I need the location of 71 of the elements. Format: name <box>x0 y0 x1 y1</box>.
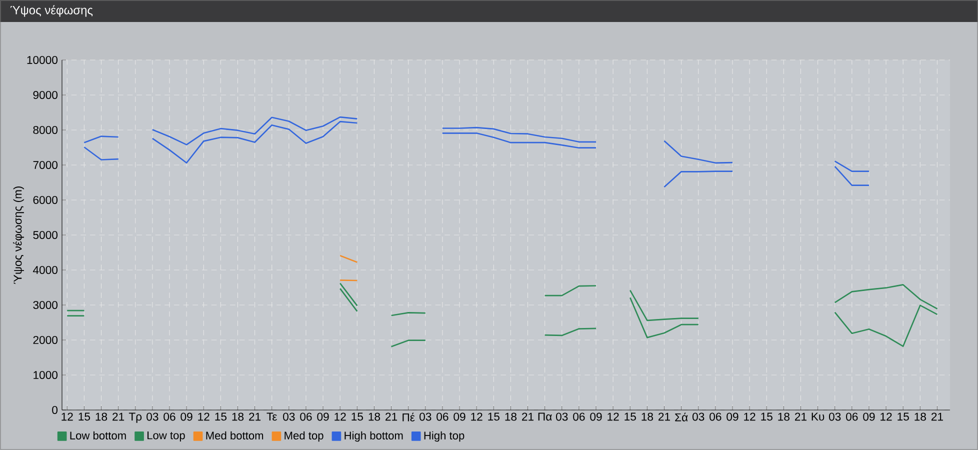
legend-label: Med bottom <box>206 431 264 440</box>
x-tick-label: 03 <box>146 412 158 421</box>
y-tick-label: 7000 <box>33 160 58 170</box>
x-tick-label: 06 <box>846 412 858 421</box>
x-tick-label: Πα <box>538 412 552 421</box>
x-tick-label: 09 <box>863 412 875 421</box>
x-tick-label: Κυ <box>812 412 824 421</box>
x-tick-label: 03 <box>828 412 841 421</box>
x-tick-label: 18 <box>914 412 926 421</box>
x-tick-label: 15 <box>898 412 909 421</box>
y-tick-label: 0 <box>52 406 58 414</box>
x-tick-label: 03 <box>692 412 704 421</box>
x-tick-label: 12 <box>334 412 346 421</box>
legend-label: Low bottom <box>70 431 126 440</box>
x-tick-label: 21 <box>249 412 261 421</box>
x-tick-label: 03 <box>420 412 432 421</box>
x-tick-label: 09 <box>454 412 466 421</box>
legend-label: Low top <box>148 432 185 442</box>
y-tick-label: 2000 <box>33 336 58 344</box>
y-tick-label: 5000 <box>33 230 58 240</box>
x-tick-label: 15 <box>352 412 363 421</box>
x-tick-label: 21 <box>386 412 398 421</box>
x-tick-label: 21 <box>658 412 670 421</box>
y-tick-label: 1000 <box>34 370 58 380</box>
x-tick-label: 21 <box>931 412 943 421</box>
x-tick-label: 18 <box>778 412 790 421</box>
y-tick-label: 6000 <box>33 196 58 204</box>
x-tick-label: 12 <box>880 412 892 421</box>
x-tick-label: Πέ <box>402 412 415 422</box>
x-tick-label: Τε <box>266 412 278 421</box>
x-tick-label: 18 <box>368 412 380 421</box>
x-tick-label: 03 <box>283 412 295 421</box>
x-tick-label: 18 <box>505 412 517 421</box>
x-tick-label: 15 <box>488 412 500 421</box>
y-tick-label: 4000 <box>32 266 58 274</box>
x-tick-label: 06 <box>164 412 176 421</box>
x-tick-label: 12 <box>198 412 210 421</box>
x-tick-label: 06 <box>573 412 585 421</box>
x-tick-label: 06 <box>300 412 312 421</box>
x-tick-label: 21 <box>112 412 124 421</box>
x-tick-label: 18 <box>642 412 653 421</box>
x-tick-label: 18 <box>96 412 108 421</box>
x-tick-label: 09 <box>726 412 738 421</box>
x-tick-label: 18 <box>232 412 244 421</box>
x-tick-label: 09 <box>590 412 602 421</box>
x-tick-label: 15 <box>78 412 90 421</box>
x-tick-label: 12 <box>744 412 756 421</box>
y-tick-label: 10000 <box>27 56 58 64</box>
x-tick-label: 12 <box>471 412 482 421</box>
legend-label: Med top <box>284 431 324 442</box>
x-tick-label: 06 <box>710 412 722 421</box>
x-tick-label: 09 <box>180 412 192 421</box>
x-tick-label: 21 <box>794 412 806 421</box>
y-axis-title: Ύψος νέφωσης (m) <box>13 186 24 284</box>
x-tick-label: 09 <box>317 412 329 421</box>
y-tick-label: 3000 <box>33 300 58 310</box>
x-tick-label: 21 <box>522 412 534 421</box>
x-tick-label: Σά <box>675 412 688 422</box>
x-tick-label: 15 <box>761 412 772 421</box>
legend-label: High top <box>424 431 464 442</box>
x-tick-label: 15 <box>215 412 226 421</box>
x-tick-label: 03 <box>556 412 568 421</box>
x-tick-label: 12 <box>608 412 619 421</box>
x-tick-label: 12 <box>62 412 73 421</box>
chart-title: Ύψος νέφωσης <box>10 5 93 17</box>
x-tick-label: 15 <box>624 412 636 421</box>
x-tick-label: 06 <box>436 412 448 421</box>
legend-label: High bottom <box>344 431 403 442</box>
y-tick-label: 8000 <box>33 126 58 134</box>
y-tick-label: 9000 <box>33 90 58 100</box>
x-tick-label: Τρ <box>128 412 142 423</box>
